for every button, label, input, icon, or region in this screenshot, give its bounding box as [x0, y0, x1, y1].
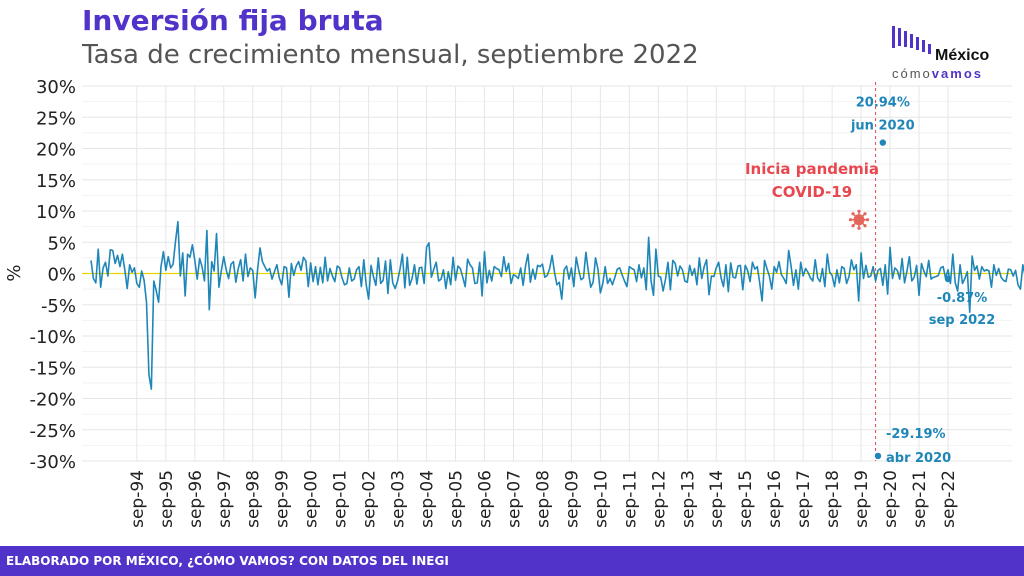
- chart-title: Inversión fija bruta: [82, 4, 384, 37]
- y-axis-label: %: [4, 264, 25, 281]
- virus-spike-tip: [863, 224, 867, 228]
- footer-source-text: ELABORADO POR MÉXICO, ¿CÓMO VAMOS? CON D…: [6, 554, 449, 568]
- y-tick-label: -15%: [29, 358, 76, 379]
- y-tick-label: 5%: [47, 233, 76, 254]
- x-tick-label: sep-94: [128, 470, 148, 528]
- virus-spike-tip: [863, 212, 867, 216]
- y-tick-label: -5%: [41, 296, 76, 317]
- x-tick-label: sep-10: [591, 470, 611, 528]
- footer: ELABORADO POR MÉXICO, ¿CÓMO VAMOS? CON D…: [0, 546, 1024, 576]
- virus-spike-tip: [851, 224, 855, 228]
- x-tick-label: sep-01: [331, 470, 351, 528]
- bars-logo-icon: [892, 26, 931, 54]
- x-tick-label: sep-99: [273, 470, 293, 528]
- x-tick-label: sep-20: [881, 470, 901, 528]
- logo: México cómovamos: [892, 26, 989, 81]
- annotation-value: -29.19%: [886, 427, 946, 442]
- x-tick-label: sep-13: [678, 470, 698, 528]
- annotation-date: abr 2020: [886, 451, 951, 466]
- logo-como: cómo: [892, 66, 932, 81]
- y-tick-label: 30%: [36, 77, 76, 98]
- logo-mexico: México: [935, 47, 989, 64]
- virus-spike-tip: [851, 212, 855, 216]
- virus-spike-tip: [857, 226, 861, 230]
- svg-text:cómovamos: cómovamos: [892, 66, 983, 81]
- x-tick-label: sep-03: [389, 470, 409, 528]
- y-tick-label: 0%: [47, 265, 76, 286]
- annotated-point: [944, 275, 952, 283]
- x-tick-label: sep-15: [736, 470, 756, 528]
- annotated-point: [874, 452, 882, 460]
- x-tick-label: sep-08: [533, 470, 553, 528]
- virus-spike-tip: [848, 218, 853, 222]
- x-tick-label: sep-21: [910, 470, 930, 528]
- logo-vamos: vamos: [932, 66, 983, 81]
- annotation-value: -0.87%: [937, 291, 988, 306]
- x-tick-label: sep-04: [418, 470, 438, 528]
- pandemic-label-line1: Inicia pandemia: [745, 160, 879, 178]
- x-tick-label: sep-02: [360, 470, 380, 528]
- virus-spike-tip: [865, 218, 870, 222]
- y-axis: 30% 25% 20% 15% 10% 5% 0% -5% -10% -15% -20% -25% -3…: [29, 77, 76, 473]
- y-tick-label: 25%: [36, 108, 76, 129]
- x-tick-label: sep-98: [244, 470, 264, 528]
- x-tick-label: sep-07: [504, 470, 524, 528]
- chart-subtitle: Tasa de crecimiento mensual, septiembre …: [82, 40, 699, 70]
- line-chart: 30% 25% 20% 15% 10% 5% 0% -5% -10% -15% -20% -25% -3…: [4, 77, 1024, 528]
- x-tick-label: sep-14: [707, 470, 727, 528]
- x-axis: sep-94 sep-95 sep-96 sep-97 sep-98 sep-99 sep-…: [128, 470, 959, 528]
- annotations: Inicia pandemia COVID-19 -29.19% abr 2020 20…: [745, 96, 995, 466]
- x-tick-label: sep-19: [852, 470, 872, 528]
- y-tick-label: 10%: [36, 202, 76, 223]
- x-tick-label: sep-11: [620, 470, 640, 528]
- x-tick-label: sep-16: [765, 470, 785, 528]
- virus-body: [853, 214, 865, 226]
- y-tick-label: 15%: [36, 171, 76, 192]
- x-tick-label: sep-06: [475, 470, 495, 528]
- annotation-date: jun 2020: [850, 119, 915, 134]
- annotated-point: [879, 139, 887, 146]
- y-tick-label: -30%: [29, 452, 76, 473]
- y-tick-label: -25%: [29, 421, 76, 442]
- pandemic-label-line2: COVID-19: [772, 183, 852, 201]
- x-tick-label: sep-17: [794, 470, 814, 528]
- x-tick-label: sep-00: [302, 470, 322, 528]
- x-tick-label: sep-18: [823, 470, 843, 528]
- virus-spike-tip: [857, 209, 861, 213]
- x-tick-label: sep-95: [157, 470, 177, 528]
- x-tick-label: sep-22: [939, 470, 959, 528]
- x-tick-label: sep-05: [447, 470, 467, 528]
- y-tick-label: -10%: [29, 327, 76, 348]
- y-tick-label: 20%: [36, 140, 76, 161]
- virus-icon: [848, 209, 870, 230]
- y-tick-label: -20%: [29, 390, 76, 411]
- annotation-value: 20.94%: [856, 96, 910, 111]
- x-tick-label: sep-96: [186, 470, 206, 528]
- x-tick-label: sep-09: [562, 470, 582, 528]
- series-line: [90, 220, 1024, 390]
- annotation-date: sep 2022: [929, 313, 996, 328]
- x-tick-label: sep-12: [649, 470, 669, 528]
- x-tick-label: sep-97: [215, 470, 235, 528]
